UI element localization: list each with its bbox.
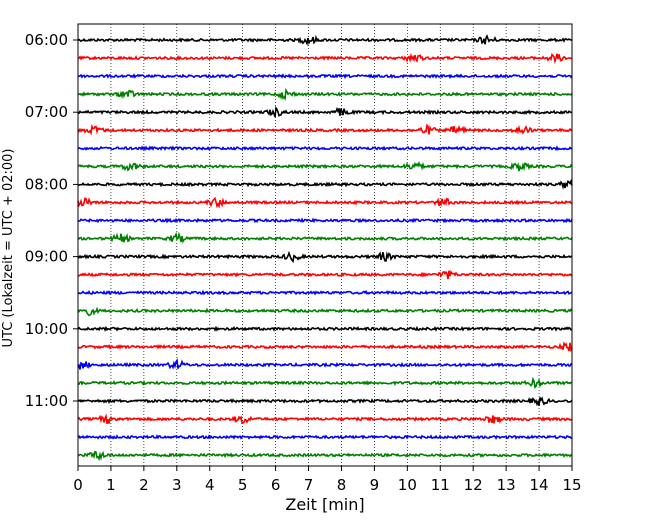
plot-frame <box>77 23 573 467</box>
x-tick-label: 12 <box>464 476 483 494</box>
trace-0930 <box>77 289 573 296</box>
seismic-traces <box>77 34 573 462</box>
y-tick-label: 07:00 <box>25 103 68 121</box>
x-tick-label: 7 <box>304 476 314 494</box>
x-tick-label: 8 <box>337 476 347 494</box>
trace-1000 <box>77 325 573 332</box>
x-tick-label: 5 <box>238 476 248 494</box>
trace-0900 <box>77 250 573 263</box>
trace-0715 <box>77 123 573 136</box>
x-tick-label: 14 <box>530 476 549 494</box>
x-axis-label: Zeit [min] <box>285 495 364 514</box>
y-tick-label: 10:00 <box>25 320 68 338</box>
x-tick-label: 10 <box>398 476 417 494</box>
trace-0915 <box>77 269 573 280</box>
y-tick-label: 06:00 <box>25 31 68 49</box>
trace-0700 <box>77 105 573 118</box>
trace-0800 <box>77 178 573 190</box>
x-tick-label: 15 <box>562 476 581 494</box>
y-axis-ticks: 06:00 07:00 08:00 09:00 10:00 11:00 <box>25 31 78 410</box>
trace-0830 <box>77 217 573 224</box>
trace-1130 <box>77 434 573 440</box>
x-axis-ticks: 0 1 2 3 4 5 6 7 8 9 10 11 12 13 14 15 <box>73 466 582 494</box>
y-axis-label: UTC (Lokalzeit = UTC + 02:00) <box>1 149 16 348</box>
x-tick-label: 4 <box>205 476 215 494</box>
y-tick-label: 09:00 <box>25 248 68 266</box>
x-tick-label: 3 <box>172 476 182 494</box>
trace-1100 <box>77 396 573 407</box>
y-tick-label: 08:00 <box>25 175 68 193</box>
trace-1015 <box>77 341 573 353</box>
x-tick-label: 2 <box>139 476 149 494</box>
trace-0615 <box>77 52 573 65</box>
trace-0845 <box>77 231 573 244</box>
trace-0730 <box>77 145 573 152</box>
trace-0815 <box>77 196 573 209</box>
x-tick-label: 9 <box>370 476 380 494</box>
x-tick-label: 11 <box>431 476 450 494</box>
trace-1145 <box>77 450 573 462</box>
trace-1115 <box>77 413 573 424</box>
trace-1030 <box>77 358 573 370</box>
trace-0945 <box>77 306 573 317</box>
trace-0645 <box>77 87 573 101</box>
x-tick-label: 13 <box>497 476 516 494</box>
trace-0745 <box>77 160 573 172</box>
x-tick-label: 0 <box>73 476 83 494</box>
trace-0600 <box>77 34 573 47</box>
trace-0630 <box>77 73 573 80</box>
trace-1045 <box>77 376 573 389</box>
y-tick-label: 11:00 <box>25 392 68 410</box>
x-tick-label: 6 <box>271 476 281 494</box>
x-tick-label: 1 <box>106 476 116 494</box>
